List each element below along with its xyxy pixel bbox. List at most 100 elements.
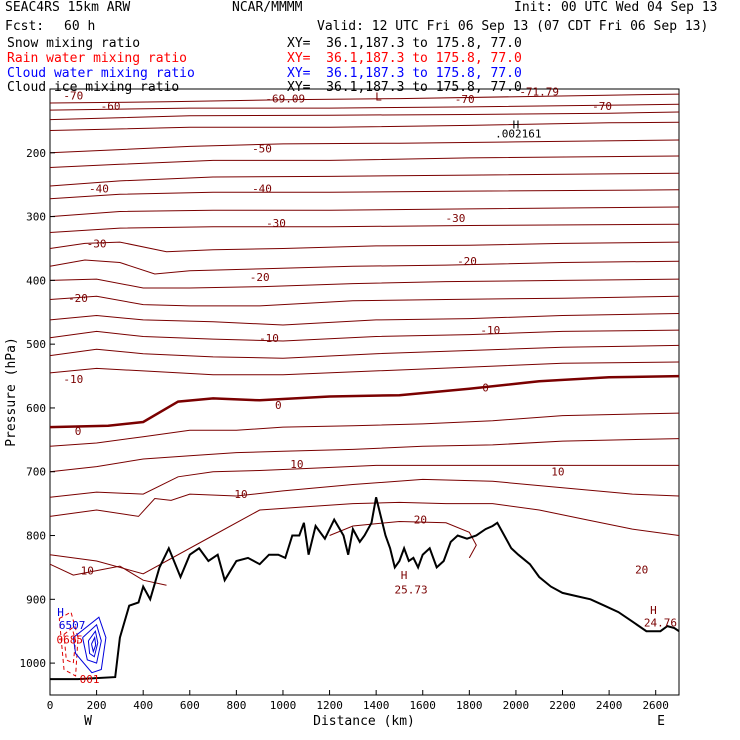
contour-label: -70 bbox=[63, 89, 83, 102]
cloud-contour bbox=[91, 635, 97, 654]
isotherm-line bbox=[49, 103, 680, 111]
contour-label: 10 bbox=[234, 488, 247, 501]
rain-contour bbox=[58, 611, 79, 677]
contour-label: -20 bbox=[250, 271, 270, 284]
isotherm-line bbox=[49, 374, 680, 429]
isotherm-line bbox=[49, 464, 679, 498]
y-tick-label: 400 bbox=[26, 274, 46, 287]
y-tick-label: 500 bbox=[26, 338, 46, 351]
x-tick-label: 1200 bbox=[316, 699, 343, 712]
contour-label: .002161 bbox=[495, 128, 541, 141]
forecast-hours: 60 h bbox=[64, 19, 96, 34]
cloud-contour bbox=[82, 623, 102, 664]
model-title: SEAC4RS 15km ARW bbox=[5, 0, 131, 15]
isotherm-line bbox=[49, 172, 680, 187]
isotherm-line bbox=[49, 278, 680, 289]
contour-label: H bbox=[513, 119, 520, 132]
contour-label: -50 bbox=[252, 142, 272, 155]
valid-time: Valid: 12 UTC Fri 06 Sep 13 (07 CDT Fri … bbox=[317, 19, 709, 34]
y-tick-label: 1000 bbox=[20, 657, 47, 670]
x-tick-label: 2200 bbox=[549, 699, 576, 712]
y-axis-label: Pressure (hPa) bbox=[4, 337, 19, 447]
contour-label: 0685 bbox=[57, 634, 84, 647]
x-tick-label: 2400 bbox=[596, 699, 623, 712]
isotherm-line bbox=[49, 295, 680, 307]
field-cloud-xy: XY= 36.1,187.3 to 175.8, 77.0 bbox=[287, 66, 522, 81]
terrain-line bbox=[50, 497, 680, 681]
y-tick-label: 800 bbox=[26, 530, 46, 543]
field-ice-name: Cloud ice mixing ratio bbox=[7, 80, 180, 95]
isotherm-line bbox=[49, 241, 680, 253]
x-tick-label: 200 bbox=[87, 699, 107, 712]
rain-contours bbox=[58, 611, 79, 677]
field-rain-xy: XY= 36.1,187.3 to 175.8, 77.0 bbox=[287, 51, 522, 66]
isotherm-line bbox=[49, 563, 167, 586]
contour-label: 25.73 bbox=[395, 584, 428, 597]
field-ice-xy: XY= 36.1,187.3 to 175.8, 77.0 bbox=[287, 80, 522, 95]
contour-label: 001 bbox=[80, 673, 100, 686]
contour-label: -30 bbox=[87, 237, 107, 250]
isotherm-line bbox=[49, 412, 680, 447]
contour-labels: -70 -69.09 L -70-71.79-70-60H.002161-50-40-… bbox=[57, 86, 677, 686]
isotherm-line bbox=[49, 438, 680, 473]
isotherm-line bbox=[49, 313, 680, 326]
y-tick-label: 300 bbox=[26, 211, 46, 224]
contour-label: 0 bbox=[482, 382, 489, 395]
x-tick-label: 2000 bbox=[503, 699, 530, 712]
isotherm-line bbox=[329, 520, 477, 559]
axes: 0 200 400 600 800 1000 1200 1400 1600 1800 2000 220… bbox=[20, 147, 669, 712]
field-rain-name: Rain water mixing ratio bbox=[7, 51, 188, 66]
y-tick-label: 700 bbox=[26, 466, 46, 479]
cloud-contours bbox=[72, 616, 107, 674]
contour-label: -60 bbox=[101, 100, 121, 113]
contour-label: -10 bbox=[480, 324, 500, 337]
contour-label: 20 bbox=[635, 563, 648, 576]
isotherm-line bbox=[49, 329, 680, 342]
contour-label: 10 bbox=[81, 565, 94, 578]
forecast-label: Fcst: bbox=[5, 19, 45, 34]
contour-label: -40 bbox=[89, 183, 109, 196]
contour-label: 20 bbox=[414, 514, 427, 527]
contour-label: -10 bbox=[259, 332, 279, 345]
x-tick-label: 1000 bbox=[270, 699, 297, 712]
isotherm-line bbox=[49, 259, 680, 275]
y-tick-label: 200 bbox=[26, 147, 46, 160]
contour-label: -40 bbox=[252, 183, 272, 196]
contour-label: -70 bbox=[592, 100, 612, 113]
isotherm-line bbox=[49, 189, 680, 200]
contour-label: 0 bbox=[75, 425, 82, 438]
contour-label: H bbox=[57, 606, 64, 619]
contour-label: -20 bbox=[68, 292, 88, 305]
rain-contour bbox=[63, 627, 77, 664]
field-snow-xy: XY= 36.1,187.3 to 175.8, 77.0 bbox=[287, 36, 522, 51]
cloud-contour bbox=[72, 616, 107, 674]
temperature-isotherms bbox=[49, 93, 680, 586]
plot-frame bbox=[49, 88, 680, 696]
x-end-label-west: W bbox=[84, 714, 92, 729]
terrain-outline bbox=[50, 497, 680, 681]
x-tick-label: 0 bbox=[47, 699, 54, 712]
contour-label: -10 bbox=[63, 373, 83, 386]
contour-label: H bbox=[650, 604, 657, 617]
isotherm-line bbox=[49, 344, 680, 359]
org-label: NCAR/MMMM bbox=[232, 0, 303, 15]
init-time: Init: 00 UTC Wed 04 Sep 13 bbox=[514, 0, 718, 15]
x-tick-label: 800 bbox=[226, 699, 246, 712]
contour-label: 10 bbox=[290, 458, 303, 471]
isotherm-line bbox=[49, 155, 680, 168]
contour-label: -70 bbox=[455, 93, 475, 106]
contour-label: -30 bbox=[266, 217, 286, 230]
x-tick-label: 400 bbox=[133, 699, 153, 712]
contour-label: -20 bbox=[457, 255, 477, 268]
isotherm-line bbox=[49, 111, 680, 121]
y-tick-label: 900 bbox=[26, 593, 46, 606]
field-cloud-name: Cloud water mixing ratio bbox=[7, 66, 195, 81]
contour-label: 10 bbox=[551, 466, 564, 479]
isotherm-line bbox=[49, 139, 680, 154]
isotherm-line bbox=[49, 206, 680, 218]
contour-label: -30 bbox=[445, 212, 465, 225]
x-tick-label: 1400 bbox=[363, 699, 390, 712]
isotherm-line bbox=[49, 121, 680, 131]
x-axis-label: Distance (km) bbox=[313, 714, 415, 729]
